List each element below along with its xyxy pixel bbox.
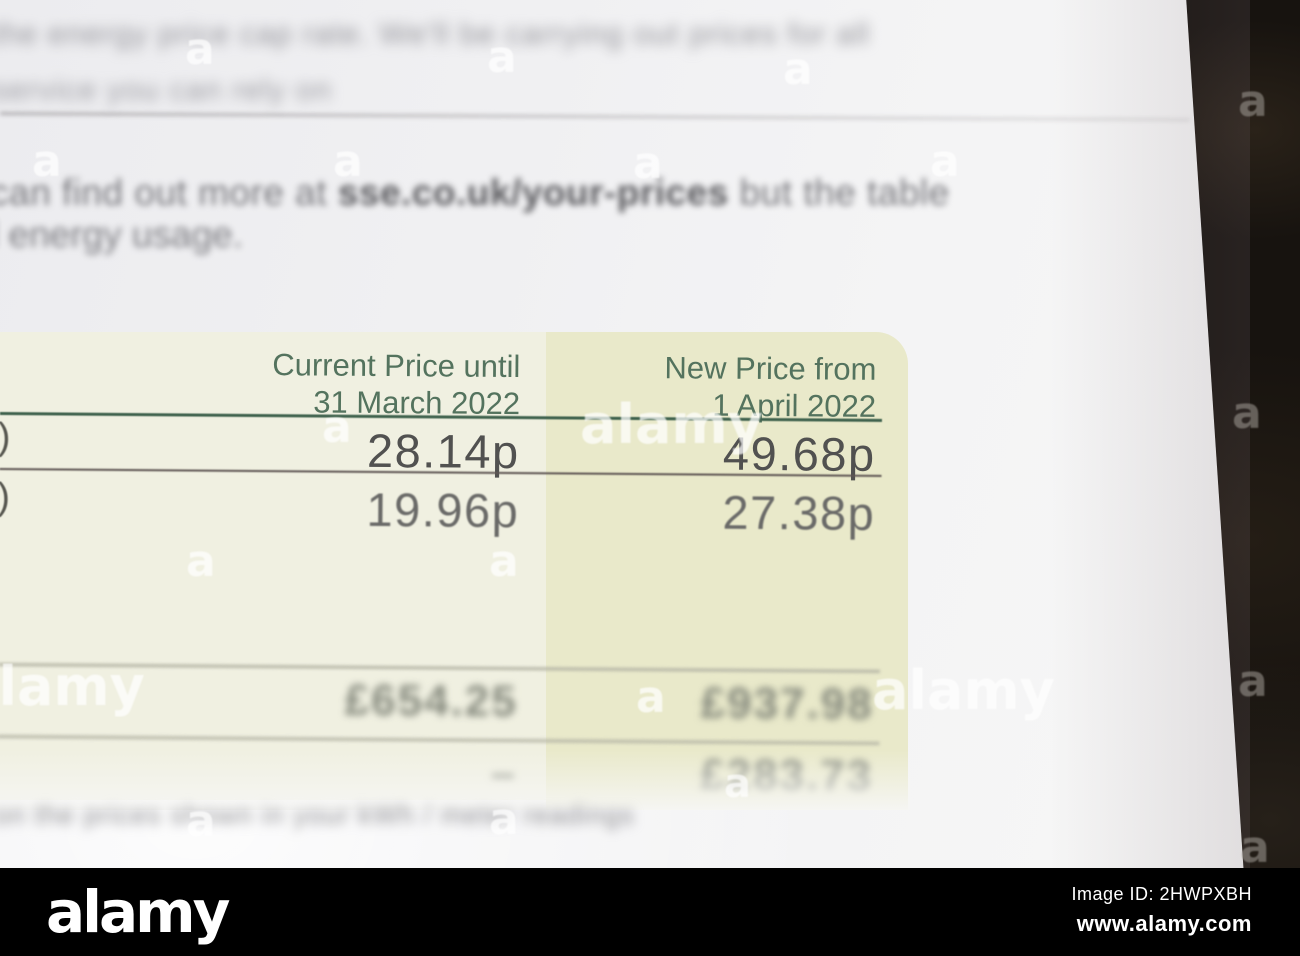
unit-rate-new: 27.38p <box>722 485 876 540</box>
image-id-text: Image ID: 2HWPXBH <box>1071 884 1252 904</box>
footer-right-block: Image ID: 2HWPXBH www.alamy.com <box>1071 884 1252 937</box>
intro-text-suffix: but the table <box>728 172 950 213</box>
watermark-a: a <box>1238 656 1268 707</box>
summary-divider-top <box>0 662 881 673</box>
intro-paragraph-line2: l energy usage. <box>0 214 244 255</box>
blurred-footnote: on the prices shown in your kWh / meter … <box>0 800 635 830</box>
blurred-paragraph-line1: the energy price cap rate. We'll be carr… <box>0 16 871 51</box>
alamy-logo: alamy <box>46 878 230 946</box>
new-price-column-background <box>546 332 908 810</box>
alamy-website-text: www.alamy.com <box>1076 911 1252 936</box>
intro-text-prefix: can find out more at <box>0 172 338 213</box>
intro-paragraph-line1: can find out more at sse.co.uk/your-pric… <box>0 172 950 214</box>
watermark-a: a <box>1238 76 1268 127</box>
blurred-paragraph-line2: service you can rely on <box>0 72 333 107</box>
watermark-a: a <box>1240 822 1270 869</box>
annual-cost-new: £937.98 <box>700 678 874 729</box>
sse-url-bold: sse.co.uk/your-prices <box>337 172 729 213</box>
alamy-watermark-bar: alamy Image ID: 2HWPXBH www.alamy.com <box>0 868 1300 956</box>
photo-of-energy-bill: the energy price cap rate. We'll be carr… <box>0 0 1300 868</box>
table-bottom-fade <box>0 750 910 810</box>
watermark-a: a <box>1232 388 1262 439</box>
current-price-column-background <box>0 332 546 800</box>
price-table: Current Price until 31 March 2022 New Pr… <box>0 332 910 810</box>
price-table-content: Current Price until 31 March 2022 New Pr… <box>0 332 911 817</box>
summary-divider-bottom <box>0 734 880 745</box>
